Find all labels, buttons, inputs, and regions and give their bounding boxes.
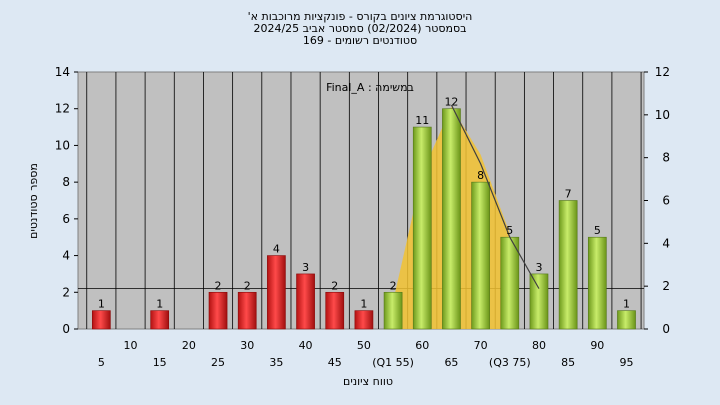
y-tick-left-label: 0 [62, 322, 70, 336]
bar-label-5: 1 [98, 298, 105, 311]
bar-65 [442, 108, 461, 330]
x-tick-label-70: 70 [474, 339, 488, 352]
y-tick-right-label: 0 [662, 322, 670, 336]
bar-label-45: 2 [331, 279, 338, 292]
bar-label-95: 1 [623, 298, 630, 311]
bar-label-60: 11 [415, 114, 429, 127]
bar-25 [208, 291, 228, 330]
x-tick-label-60: 60 [415, 339, 429, 352]
x-tick-label-45: 45 [328, 356, 342, 369]
x-tick-label-15: 15 [153, 356, 167, 369]
y-tick-left-label: 10 [55, 138, 70, 152]
x-tick-label-55: (Q1 55) [372, 356, 414, 369]
y-tick-left-label: 4 [62, 249, 70, 263]
y-axis-title: מספר סטודנטים [27, 163, 40, 239]
y-tick-right-label: 8 [662, 151, 670, 165]
x-tick-label-20: 20 [182, 339, 196, 352]
bar-95 [617, 310, 636, 330]
bar-label-40: 3 [302, 261, 309, 274]
bars-layer [91, 108, 636, 330]
bar-label-30: 2 [244, 279, 251, 292]
y-tick-left-label: 12 [55, 102, 70, 116]
bar-label-25: 2 [215, 279, 222, 292]
x-tick-label-50: 50 [357, 339, 371, 352]
x-tick-label-80: 80 [532, 339, 546, 352]
bar-label-35: 4 [273, 243, 280, 256]
bar-30 [237, 291, 257, 330]
x-tick-label-25: 25 [211, 356, 225, 369]
bar-label-70: 8 [477, 169, 484, 182]
bar-60 [412, 126, 432, 330]
bar-label-85: 7 [565, 188, 572, 201]
y-tick-right-label: 6 [662, 194, 670, 208]
axes-layer: 024681012140246810125101520253035404550(… [55, 65, 670, 369]
bar-55 [383, 291, 403, 330]
bar-15 [150, 310, 170, 330]
y-tick-left-label: 14 [55, 65, 70, 79]
x-axis-title: טווח ציונים [343, 375, 393, 388]
y-tick-right-label: 12 [655, 65, 670, 79]
chart-title-line-3: סטודנטים רשומים - 169 [302, 34, 418, 47]
bar-label-50: 1 [360, 298, 367, 311]
bar-label-80: 3 [535, 261, 542, 274]
bar-75 [500, 236, 520, 330]
bar-5 [91, 310, 111, 330]
y-tick-left-label: 6 [62, 212, 70, 226]
chart-title-line-1: היסטוגרמת ציונים בקורס - פונקציות מרוכבו… [247, 10, 473, 23]
x-tick-label-10: 10 [124, 339, 138, 352]
x-tick-label-65: 65 [444, 356, 458, 369]
y-tick-right-label: 4 [662, 236, 670, 250]
bar-85 [558, 200, 578, 330]
bar-label-15: 1 [156, 298, 163, 311]
x-tick-label-95: 95 [619, 356, 633, 369]
trend-line [450, 104, 540, 289]
y-tick-right-label: 10 [655, 108, 670, 122]
bar-label-75: 5 [506, 224, 513, 237]
x-tick-label-5: 5 [98, 356, 105, 369]
bar-label-90: 5 [594, 224, 601, 237]
x-tick-label-35: 35 [269, 356, 283, 369]
x-tick-label-40: 40 [299, 339, 313, 352]
chart-annotation: במשימה : Final_A [326, 81, 414, 94]
x-tick-label-90: 90 [590, 339, 604, 352]
x-tick-label-30: 30 [240, 339, 254, 352]
x-tick-label-85: 85 [561, 356, 575, 369]
bar-40 [296, 273, 315, 330]
bar-90 [587, 236, 607, 330]
y-tick-right-label: 2 [662, 279, 670, 293]
bar-label-65: 12 [444, 96, 458, 109]
y-tick-left-label: 8 [62, 175, 70, 189]
bar-label-55: 2 [390, 279, 397, 292]
plot-area [77, 71, 645, 330]
bar-35 [267, 255, 286, 330]
trend-line-layer [450, 104, 540, 289]
chart-title-line-2: בסמסטר (02/2024) סמסטר אביב 2024/25 [253, 22, 467, 35]
bar-80 [529, 273, 549, 330]
bar-45 [325, 291, 345, 330]
bar-70 [471, 181, 490, 330]
y-tick-left-label: 2 [62, 285, 70, 299]
x-tick-label-75: (Q3 75) [489, 356, 531, 369]
bar-50 [354, 310, 374, 330]
